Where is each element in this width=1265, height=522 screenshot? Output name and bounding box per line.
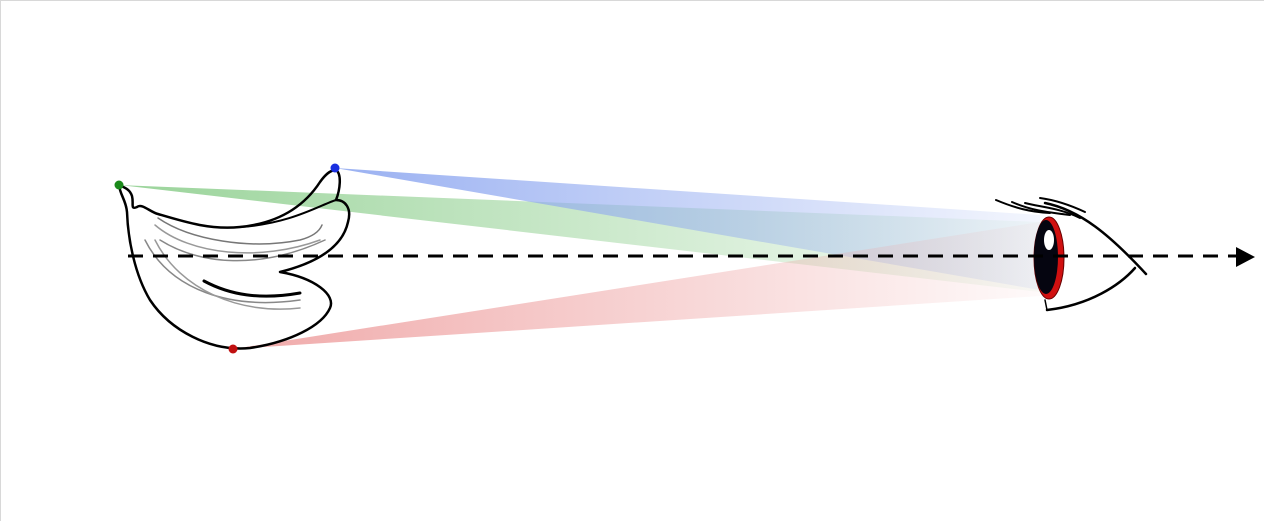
red-ray <box>233 222 1040 349</box>
green-point <box>114 180 124 190</box>
eye-highlight <box>1044 230 1054 250</box>
eye <box>995 197 1148 312</box>
red-point <box>228 344 238 354</box>
arrowhead-icon <box>1236 247 1255 267</box>
blue-point <box>330 163 340 173</box>
